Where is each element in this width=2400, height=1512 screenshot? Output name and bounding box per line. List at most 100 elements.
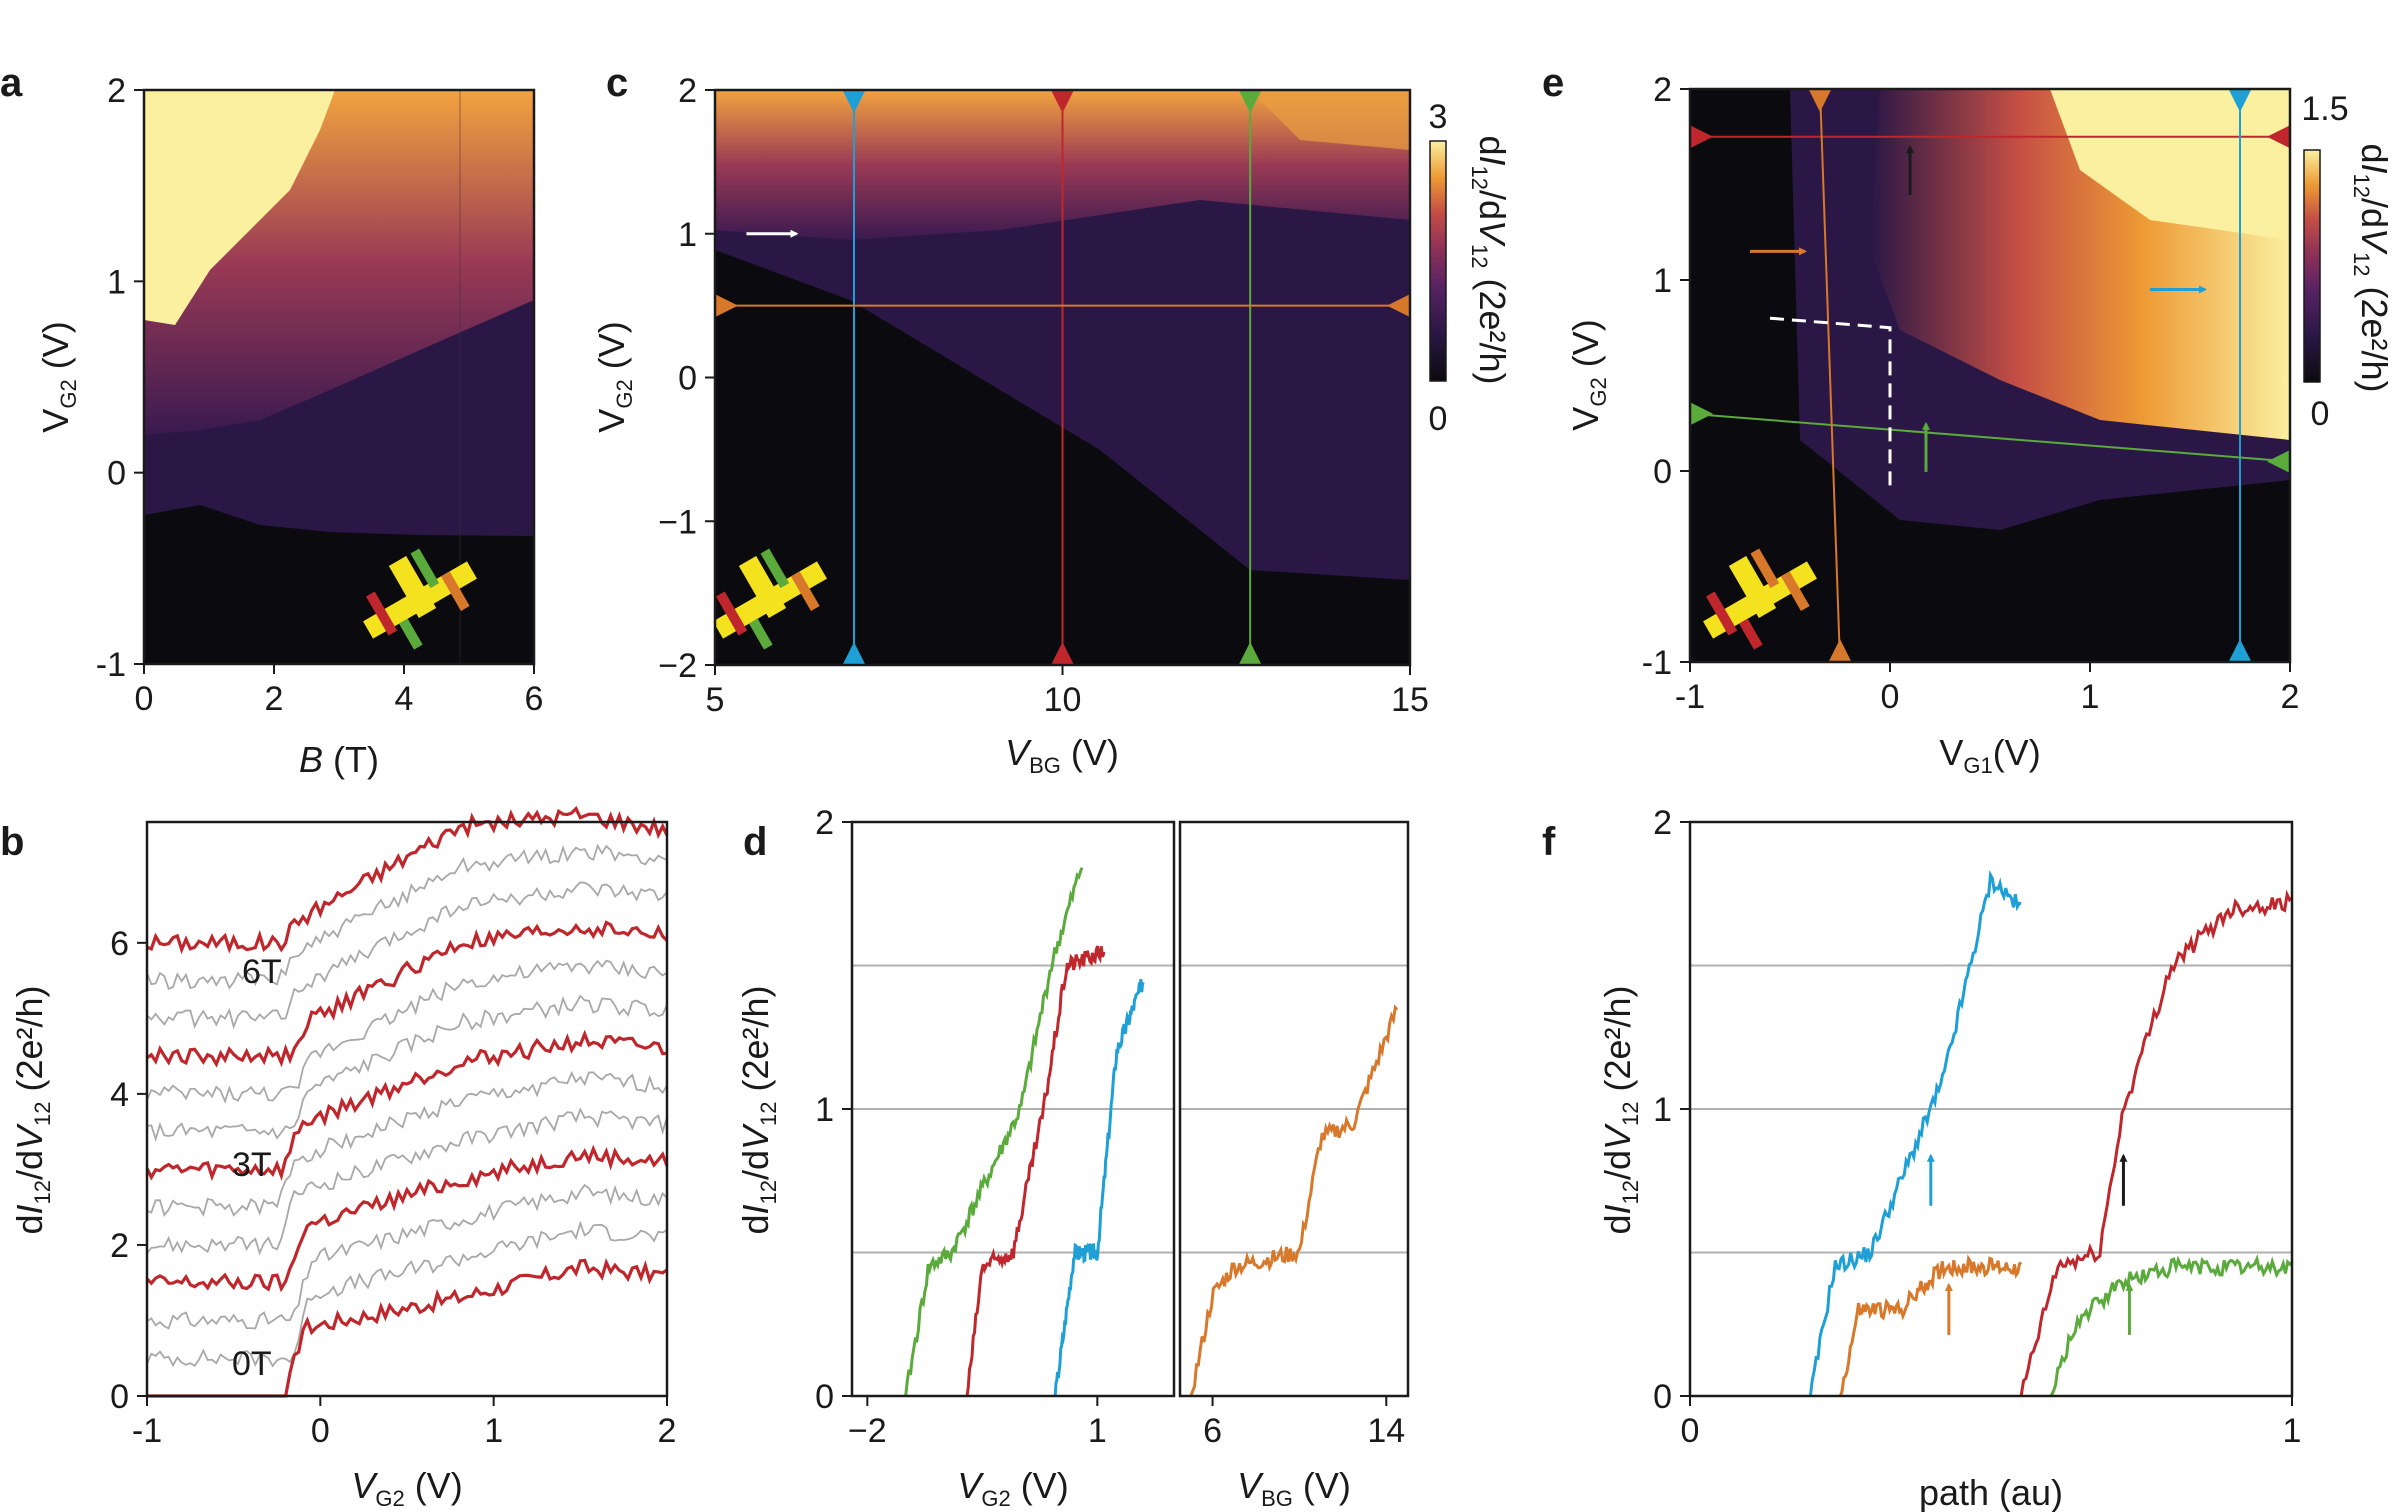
- panel-e-colorbar-min: 0: [2311, 395, 2330, 433]
- trace-0T-highlight: [147, 1258, 668, 1398]
- panel-e: e -1 0 1 2 -1 0 1 2 VG1(V) VG2 (V) 1.5 0 dI12/d…: [1542, 61, 2395, 778]
- e-ticks-xtick-label: 1: [2081, 678, 2100, 716]
- c-ticks-ytick-label: −1: [658, 503, 697, 541]
- d2-ticks-xtick-label: 14: [1367, 1412, 1405, 1450]
- trace-5T: [146, 881, 668, 1030]
- d2-ticks-xtick-label: 6: [1203, 1412, 1222, 1450]
- b-ticks-ytick-label: 4: [110, 1076, 129, 1114]
- d1-ticks-ytick-label: 1: [815, 1091, 834, 1129]
- c-ticks-ytick-label: −2: [658, 647, 697, 685]
- panel-f-ticks: 0 1 0 1 2: [1653, 804, 2301, 1450]
- panel-c-label: c: [606, 61, 628, 105]
- cut-orange-marker-right: [1387, 294, 1409, 317]
- a-ticks-xtick-label: 0: [135, 680, 154, 718]
- a-ticks-ytick-label: 0: [107, 455, 126, 493]
- panel-c-colorbar: [1429, 140, 1447, 382]
- panel-f-ylabel: dI12/dV12 (2e²/h): [1597, 985, 1643, 1234]
- panel-b-frame: [145, 820, 669, 1398]
- panel-c-colorbar-min: 0: [1429, 400, 1448, 438]
- trace-1.5T-highlight: [145, 1144, 669, 1293]
- f-traces-series-red: [2019, 889, 2293, 1397]
- d1-ticks-xtick-label: 1: [1088, 1412, 1107, 1450]
- cut-red-marker-top: [1051, 91, 1074, 113]
- panel-b-xlabel: VG2 (V): [351, 1465, 462, 1511]
- panel-b-annotation-3t: 3T: [232, 1146, 272, 1184]
- panel-f-label: f: [1542, 820, 1556, 864]
- f-traces-series-orange: [1839, 1254, 2023, 1397]
- panel-d2-frame: [1178, 820, 1410, 1398]
- e-cut-orange-marker-start: [1809, 90, 1831, 112]
- panel-f: f 0 1 0 1 2 path (au) dI12/dV12 (2e²/h): [1542, 804, 2301, 1512]
- trace-6T-highlight: [146, 805, 669, 955]
- e-ticks-xtick-label: 0: [1881, 678, 1900, 716]
- b-ticks-ytick-label: 6: [110, 925, 129, 963]
- e-cut-green-line: [1689, 412, 2291, 463]
- panel-d2-traces: [1189, 1004, 1399, 1397]
- panel-a-ylabel: VG2 (V): [35, 321, 81, 432]
- c-ticks-ytick-label: 2: [678, 72, 697, 110]
- panel-c-colorbar-label: dI12/dV12 (2e²/h): [1467, 135, 1513, 384]
- panel-d1-ticks: −2 1 0 1 2: [815, 804, 1107, 1450]
- panel-d1-traces: [904, 867, 1145, 1397]
- panel-f-xlabel: path (au): [1919, 1472, 2063, 1512]
- panel-a-plateau-region: [144, 90, 335, 325]
- a-ticks-xtick-label: 6: [525, 680, 544, 718]
- panel-d2-xlabel: VBG (V): [1237, 1465, 1351, 1511]
- a-ticks-xtick-label: 4: [395, 680, 414, 718]
- panel-c-colorbar-max: 3: [1429, 98, 1448, 136]
- panel-d2-ticks: 6 14: [1203, 1396, 1405, 1450]
- panel-d: d −2 1 0 1 2 VG2 (V) dI12/dV12 (2e²/h) 6 14 V…: [735, 804, 1410, 1511]
- panel-a-xlabel: B (T): [299, 739, 379, 780]
- a-ticks-ytick-label: 1: [107, 263, 126, 301]
- c-ticks-ytick-label: 0: [678, 360, 697, 398]
- e-cut-blue-marker-end: [2229, 639, 2251, 661]
- e-dashed-path: [1769, 316, 1892, 491]
- panel-d1-xlabel: VG2 (V): [957, 1465, 1068, 1511]
- c-ticks-ytick-label: 1: [678, 216, 697, 254]
- f-ticks-xtick-label: 1: [2283, 1412, 2302, 1450]
- e-ticks-ytick-label: 0: [1653, 453, 1672, 491]
- d1-traces-series-blue: [1053, 979, 1145, 1397]
- e-ticks-xtick-label: 2: [2281, 678, 2300, 716]
- d1-traces-series-green: [904, 867, 1084, 1397]
- cut-green-marker-top: [1239, 91, 1262, 113]
- d1-ticks-xtick-label: −2: [848, 1412, 887, 1450]
- panel-c: c 5 10 15 −2 −1 0 1 2 VBG (V) VG2 (V) 3 0 dI12/…: [591, 61, 1513, 778]
- panel-a-frame: [142, 88, 536, 666]
- trace-0.5T: [146, 1220, 668, 1368]
- panel-a-label: a: [0, 61, 23, 105]
- panel-c-bright-patch: [1250, 90, 1410, 150]
- panel-f-arrows: [1926, 1153, 2134, 1335]
- trace-3T-highlight: [145, 1029, 668, 1182]
- panel-e-label: e: [1542, 61, 1564, 105]
- panel-f-traces: [1808, 869, 2294, 1397]
- e-ticks-ytick-label: 1: [1653, 262, 1672, 300]
- a-ticks-ytick-label: -1: [96, 646, 126, 684]
- panel-d2-gridlines: [1180, 964, 1408, 1254]
- e-ticks-ytick-label: 2: [1653, 71, 1672, 109]
- trace-4.5T-highlight: [146, 920, 669, 1068]
- panel-e-plateau-region: [2050, 89, 2290, 240]
- b-ticks-xtick-label: -1: [132, 1412, 162, 1450]
- b-ticks-xtick-label: 1: [484, 1412, 503, 1450]
- d1-ticks-ytick-label: 0: [815, 1378, 834, 1416]
- a-ticks-ytick-label: 2: [107, 72, 126, 110]
- b-ticks-xtick-label: 2: [658, 1412, 677, 1450]
- panel-b-ylabel: dI12/dV12 (2e²/h): [9, 985, 55, 1234]
- trace-3.5T: [146, 994, 668, 1143]
- e-cut-orange-line: [1819, 88, 1841, 663]
- panel-b-label: b: [0, 820, 24, 864]
- panel-b-annotation-6t: 6T: [242, 953, 282, 991]
- c-ticks-xtick-label: 5: [706, 681, 725, 719]
- panel-e-colorbar: [2303, 149, 2321, 383]
- panel-e-ticks: -1 0 1 2 -1 0 1 2: [1642, 71, 2300, 716]
- cut-green-marker-bottom: [1239, 642, 1262, 664]
- f-ticks-ytick-label: 2: [1653, 804, 1672, 842]
- e-cut-green-marker-start: [1691, 402, 1713, 425]
- e-cut-orange-marker-end: [1829, 639, 1851, 661]
- cut-orange-marker-left: [716, 294, 738, 317]
- e-ticks-ytick-label: -1: [1642, 644, 1672, 682]
- f-traces-series-blue: [1808, 869, 2022, 1397]
